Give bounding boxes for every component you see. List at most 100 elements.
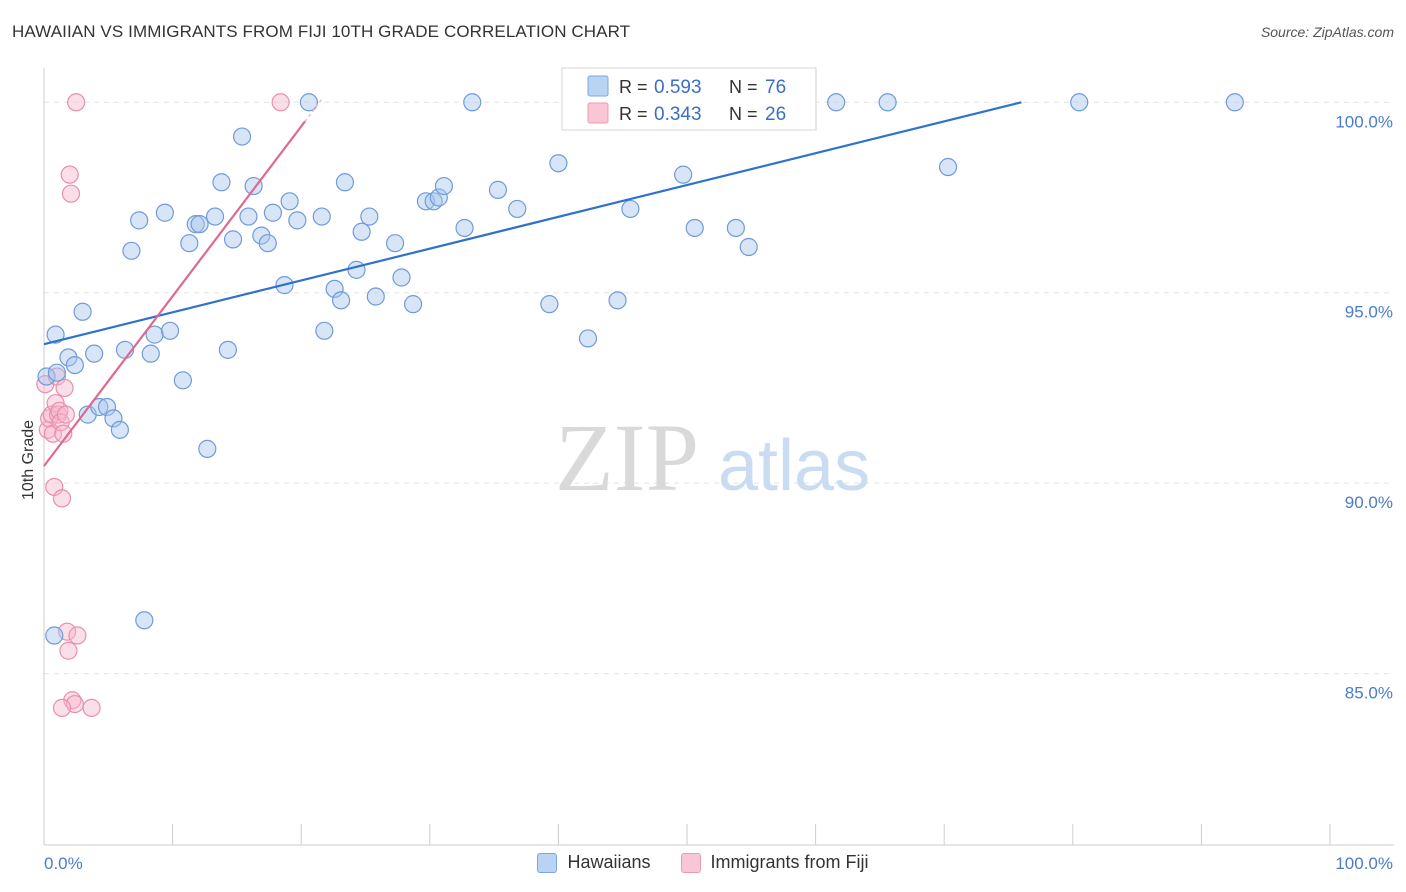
hawaiian-point bbox=[674, 165, 693, 184]
fiji-trend-extension bbox=[304, 98, 323, 122]
hawaiian-point bbox=[429, 188, 448, 207]
legend-n-value-2: 26 bbox=[765, 104, 786, 125]
watermark: ZIP atlas bbox=[555, 404, 870, 511]
hawaiian-point bbox=[155, 203, 174, 222]
hawaiian-point bbox=[252, 226, 271, 245]
hawaiian-point bbox=[223, 230, 243, 249]
grid-layer bbox=[44, 101, 1394, 675]
x-tick-label-min: 0.0% bbox=[44, 854, 83, 873]
legend-r-label-1: R = bbox=[619, 77, 648, 97]
hawaiian-point bbox=[360, 207, 379, 226]
hawaiian-point bbox=[104, 409, 123, 428]
hawaiian-point bbox=[385, 234, 405, 253]
hawaiian-point bbox=[434, 176, 454, 196]
axis-layer: 85.0% 90.0% 95.0% 100.0% 0.0% 100.0% bbox=[43, 68, 1394, 873]
hawaiian-point bbox=[621, 199, 640, 219]
hawaiian-point bbox=[180, 234, 199, 253]
stats-legend: R = 0.593 N = 76 R = 0.343 N = 26 bbox=[561, 67, 817, 131]
hawaiian-point bbox=[299, 93, 319, 112]
hawaiian-point bbox=[335, 173, 355, 192]
hawaiian-point bbox=[45, 626, 64, 645]
hawaiian-point bbox=[280, 192, 299, 211]
hawaiian-point bbox=[312, 207, 331, 226]
trend-lines bbox=[43, 98, 1022, 467]
legend-r-value-1: 0.593 bbox=[654, 77, 702, 98]
hawaiian-point bbox=[46, 325, 65, 344]
legend-n-label-1: N = bbox=[729, 77, 758, 97]
hawaiian-point bbox=[97, 397, 117, 417]
legend-item-fiji[interactable]: Immigrants from Fiji bbox=[680, 852, 869, 873]
hawaiian-point bbox=[331, 291, 351, 310]
hawaiian-point bbox=[827, 93, 846, 112]
x-tick-label-max: 100.0% bbox=[1335, 854, 1393, 873]
hawaiian-point bbox=[110, 420, 129, 439]
legend-swatch-hawaiians bbox=[587, 75, 609, 97]
chart-title: HAWAIIAN VS IMMIGRANTS FROM FIJI 10TH GR… bbox=[12, 22, 631, 41]
hawaiian-point bbox=[608, 291, 627, 310]
hawaiian-point bbox=[65, 355, 84, 375]
hawaiian-point bbox=[463, 93, 482, 112]
hawaiian-point bbox=[198, 439, 217, 458]
watermark-atlas: atlas bbox=[718, 426, 870, 506]
hawaiians-label: Hawaiians bbox=[567, 852, 651, 872]
fiji-trend-line bbox=[43, 120, 306, 467]
y-axis-title: 10th Grade bbox=[20, 420, 37, 500]
chart-source: Source: ZipAtlas.com bbox=[1260, 24, 1394, 40]
hawaiian-point bbox=[258, 234, 277, 253]
fiji-points bbox=[36, 93, 290, 717]
hawaiians-swatch bbox=[537, 852, 558, 873]
fiji-point bbox=[68, 626, 87, 645]
hawaiian-point bbox=[160, 321, 180, 340]
fiji-point bbox=[67, 93, 86, 112]
hawaiian-point bbox=[73, 302, 92, 321]
fiji-point bbox=[52, 698, 72, 717]
hawaiian-point bbox=[403, 295, 423, 314]
hawaiian-point bbox=[315, 321, 334, 340]
hawaiian-point bbox=[938, 157, 958, 177]
hawaiian-point bbox=[347, 260, 366, 279]
hawaiian-point bbox=[540, 295, 559, 314]
hawaiian-point bbox=[122, 241, 141, 260]
hawaiian-point bbox=[878, 93, 897, 112]
hawaiian-point bbox=[455, 218, 474, 238]
hawaiian-point bbox=[263, 203, 283, 222]
hawaiian-point bbox=[85, 344, 104, 363]
hawaiian-trend-line bbox=[43, 101, 1022, 346]
y-tick-label-85: 85.0% bbox=[1345, 684, 1393, 703]
fiji-label: Immigrants from Fiji bbox=[710, 852, 869, 872]
hawaiian-point bbox=[352, 222, 371, 241]
hawaiian-point bbox=[186, 215, 205, 234]
fiji-point bbox=[55, 378, 74, 398]
hawaiian-point bbox=[508, 199, 527, 219]
hawaiian-point bbox=[488, 180, 508, 199]
hawaiian-point bbox=[90, 397, 109, 417]
hawaiian-point bbox=[288, 211, 307, 230]
hawaiian-point bbox=[739, 237, 758, 257]
legend-item-hawaiians[interactable]: Hawaiians bbox=[537, 852, 651, 873]
hawaiian-point bbox=[239, 207, 258, 226]
y-tick-label-100: 100.0% bbox=[1335, 112, 1393, 131]
hawaiian-point bbox=[141, 344, 160, 363]
hawaiian-point bbox=[1070, 93, 1089, 112]
hawaiian-point bbox=[212, 173, 231, 192]
hawaiian-point bbox=[549, 154, 568, 173]
hawaiian-point bbox=[726, 218, 745, 238]
legend-n-label-2: N = bbox=[729, 104, 758, 124]
watermark-zip: ZIP bbox=[555, 404, 699, 511]
hawaiian-point bbox=[190, 215, 209, 234]
hawaiian-point bbox=[325, 279, 344, 299]
y-tick-label-95: 95.0% bbox=[1345, 303, 1393, 322]
hawaiian-point bbox=[130, 211, 149, 230]
fiji-point bbox=[61, 184, 81, 203]
fiji-point bbox=[82, 698, 101, 717]
hawaiian-point bbox=[37, 367, 56, 386]
fiji-point bbox=[56, 405, 75, 424]
y-tick-label-90: 90.0% bbox=[1345, 493, 1393, 512]
hawaiian-point bbox=[145, 325, 164, 344]
fiji-point bbox=[60, 165, 79, 184]
series-legend: Hawaiians Immigrants from Fiji bbox=[0, 852, 1406, 873]
fiji-swatch bbox=[680, 852, 701, 873]
hawaiian-point bbox=[685, 218, 704, 238]
hawaiian-point bbox=[366, 287, 385, 306]
